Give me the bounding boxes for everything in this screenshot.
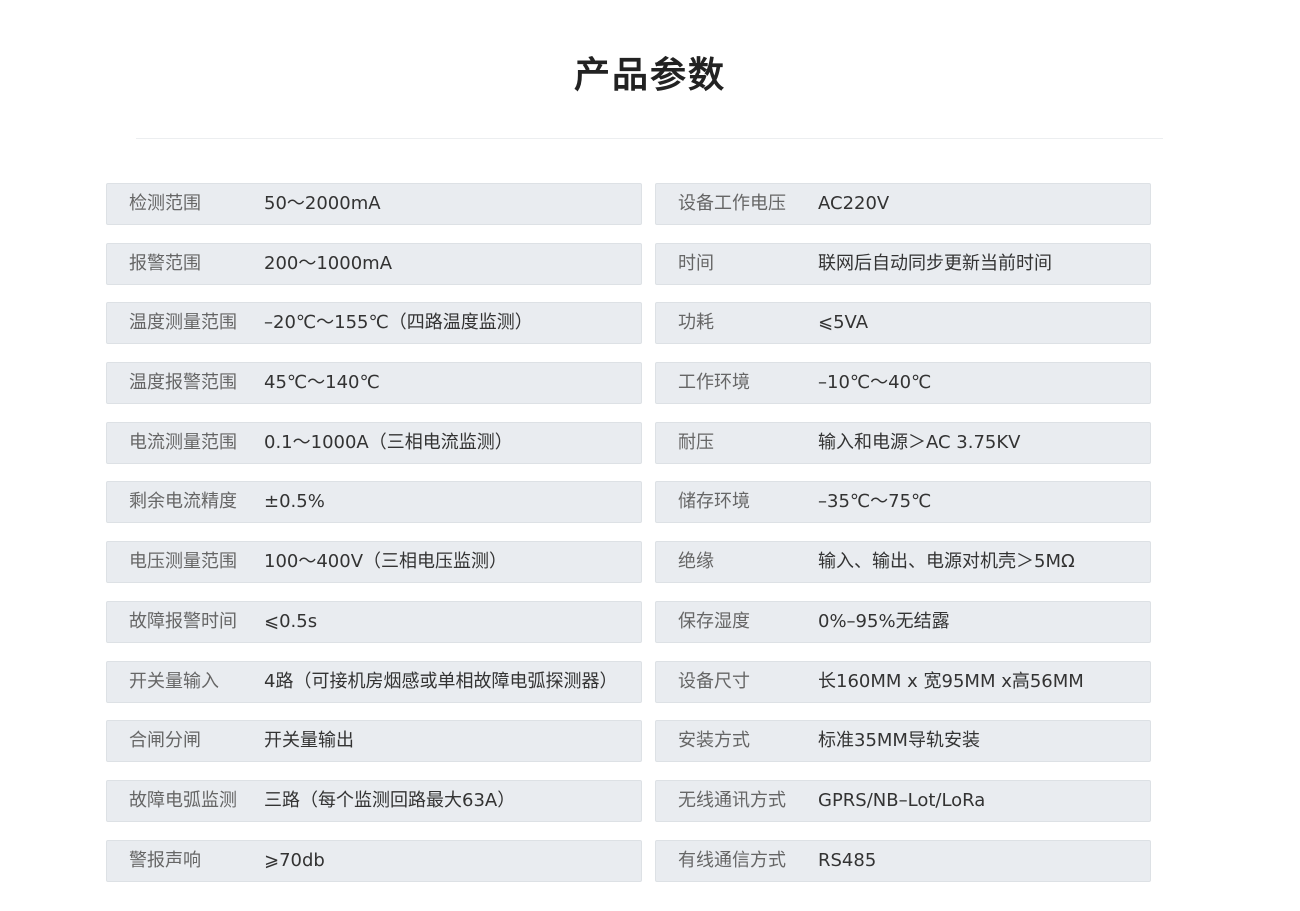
spec-row: 储存环境 –35℃～75℃ [655,481,1151,524]
spec-row: 电流测量范围 0.1～1000A（三相电流监测） [106,421,642,464]
spec-value: –35℃～75℃ [818,491,932,513]
spec-label: 无线通讯方式 [678,789,786,811]
spec-value: –20℃～155℃（四路温度监测） [264,312,533,334]
spec-label: 检测范围 [129,193,201,214]
spec-row: 故障报警时间 ⩽0.5s [106,600,642,643]
spec-value: 长160MM x 宽95MM x高56MM [818,670,1084,692]
spec-value: 100～400V（三相电压监测） [264,551,508,573]
spec-label: 故障报警时间 [129,610,237,632]
spec-label: 电压测量范围 [129,551,237,573]
spec-row: 剩余电流精度 ±0.5% [106,481,642,524]
spec-label: 时间 [678,252,714,274]
spec-value: ⩽0.5s [264,610,318,632]
spec-label: 绝缘 [678,551,714,573]
spec-label: 开关量输入 [129,670,219,692]
spec-row: 警报声响 ⩾70db [106,839,642,882]
spec-label: 温度报警范围 [129,372,237,394]
spec-value: –10℃～40℃ [818,372,932,394]
spec-label: 报警范围 [129,252,201,274]
spec-row: 报警范围 200～1000mA [106,242,642,285]
spec-label: 合闸分闸 [129,730,201,752]
spec-value: 三路（每个监测回路最大63A） [264,789,516,811]
spec-row: 电压测量范围 100～400V（三相电压监测） [106,541,642,584]
spec-value: ⩾70db [264,849,325,871]
spec-value: 200～1000mA [264,252,393,274]
spec-row: 开关量输入 4路（可接机房烟感或单相故障电弧探测器） [106,660,642,703]
spec-value: ⩽5VA [818,312,869,334]
spec-label: 故障电弧监测 [129,789,237,811]
page-title: 产品参数 [573,55,726,96]
spec-value: 标准35MM导轨安装 [818,730,980,752]
spec-row: 温度测量范围 –20℃～155℃（四路温度监测） [106,302,642,345]
spec-label: 设备工作电压 [678,193,786,214]
spec-row: 温度报警范围 45℃～140℃ [106,362,642,405]
spec-row: 合闸分闸 开关量输出 [106,720,642,763]
spec-row: 时间 联网后自动同步更新当前时间 [655,242,1151,285]
spec-value: GPRS/NB–Lot/LoRa [818,789,986,811]
spec-value: 45℃～140℃ [264,372,380,394]
spec-label: 有线通信方式 [678,849,786,871]
spec-label: 温度测量范围 [129,312,237,334]
spec-row: 设备工作电压 AC220V [655,183,1151,225]
spec-value: 联网后自动同步更新当前时间 [818,252,1052,274]
divider [136,138,1163,139]
spec-value: 输入和电源＞AC 3.75KV [818,431,1021,453]
spec-row: 检测范围 50～2000mA [106,183,642,225]
spec-row: 工作环境 –10℃～40℃ [655,362,1151,405]
spec-value: ±0.5% [264,491,325,513]
spec-row: 设备尺寸 长160MM x 宽95MM x高56MM [655,660,1151,703]
spec-value: RS485 [818,849,877,871]
spec-value: 输入、输出、电源对机壳＞5MΩ [818,551,1075,573]
spec-label: 设备尺寸 [678,670,750,692]
spec-label: 工作环境 [678,372,750,394]
spec-label: 电流测量范围 [129,431,237,453]
spec-label: 功耗 [678,312,714,334]
spec-value: 开关量输出 [264,730,354,752]
spec-value: 0.1～1000A（三相电流监测） [264,431,513,453]
spec-column-right: 设备工作电压 AC220V 时间 联网后自动同步更新当前时间功耗 ⩽5VA 工作环境 –10… [655,183,1151,899]
spec-row: 安装方式 标准35MM导轨安装 [655,720,1151,763]
spec-label: 警报声响 [129,849,201,871]
spec-row: 保存湿度 0%–95%无结露 [655,600,1151,643]
spec-value: AC220V [818,193,890,214]
spec-value: 4路（可接机房烟感或单相故障电弧探测器） [264,670,618,692]
spec-row: 有线通信方式 RS485 [655,839,1151,882]
spec-column-left: 检测范围 50～2000mA 报警范围 200～1000mA 温度测量范围 –20℃～15… [106,183,642,899]
spec-value: 0%–95%无结露 [818,610,950,632]
spec-row: 耐压 输入和电源＞AC 3.75KV [655,421,1151,464]
spec-row: 功耗 ⩽5VA [655,302,1151,345]
spec-label: 剩余电流精度 [129,491,237,513]
spec-row: 无线通讯方式 GPRS/NB–Lot/LoRa [655,779,1151,822]
spec-value: 50～2000mA [264,193,381,214]
spec-label: 耐压 [678,431,714,453]
spec-label: 安装方式 [678,730,750,752]
spec-row: 故障电弧监测 三路（每个监测回路最大63A） [106,779,642,822]
spec-label: 保存湿度 [678,610,750,632]
spec-row: 绝缘 输入、输出、电源对机壳＞5MΩ [655,541,1151,584]
spec-label: 储存环境 [678,491,750,513]
